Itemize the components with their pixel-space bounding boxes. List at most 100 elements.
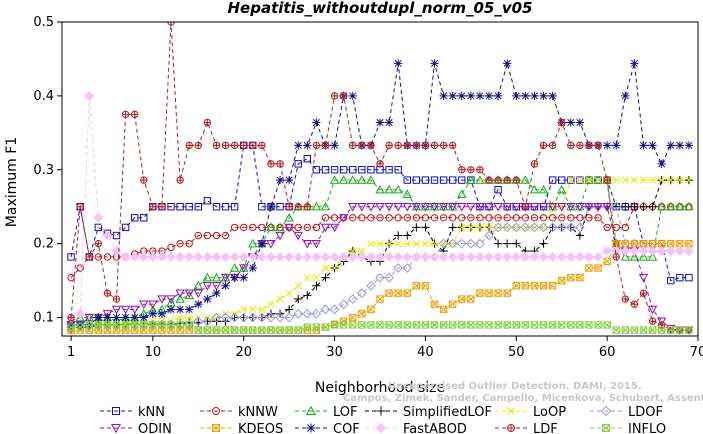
data-point (521, 214, 530, 222)
data-point (140, 176, 148, 184)
data-point (376, 295, 384, 303)
series-cof (66, 59, 694, 330)
data-point (212, 326, 221, 334)
data-point (521, 203, 530, 211)
data-point (539, 214, 548, 222)
y-tick-label: 0.2 (33, 237, 54, 252)
data-point (212, 141, 221, 150)
data-point (94, 239, 103, 248)
data-point (575, 203, 585, 212)
data-point (621, 295, 630, 303)
data-point (194, 326, 202, 334)
data-point (67, 323, 75, 331)
data-point (130, 321, 139, 329)
data-point (557, 184, 567, 194)
series-ldf (67, 22, 693, 334)
legend-label: SimplifiedLOF (403, 405, 492, 420)
data-point (184, 252, 195, 262)
data-point (448, 176, 457, 184)
data-point (448, 141, 457, 150)
legend-item-ldf: LDF (495, 422, 558, 434)
data-point (557, 203, 567, 212)
data-point (385, 240, 393, 248)
data-point (458, 176, 466, 184)
data-point (430, 176, 439, 184)
chart-title: Hepatitis_withoutdupl_norm_05_v05 (228, 0, 533, 17)
data-point (657, 159, 666, 169)
data-point (630, 202, 639, 211)
data-point (393, 203, 403, 212)
data-point (202, 272, 213, 282)
data-point (285, 289, 293, 297)
data-point (674, 246, 685, 256)
data-point (330, 214, 339, 222)
data-point (439, 305, 448, 314)
data-point (312, 274, 320, 282)
legend-item-simplifiedlof: SimplifiedLOF (365, 405, 492, 420)
data-point (457, 91, 466, 101)
x-tick-label: 60 (599, 345, 616, 360)
data-point (421, 321, 430, 329)
data-point (75, 308, 86, 319)
data-point (620, 252, 630, 261)
data-point (458, 321, 466, 329)
data-point (276, 160, 284, 168)
data-point (647, 305, 658, 315)
data-point (276, 203, 284, 211)
data-point (247, 312, 258, 323)
data-point (439, 176, 448, 184)
data-point (375, 118, 385, 127)
data-point (457, 189, 467, 198)
data-point (240, 326, 248, 334)
data-point (467, 295, 475, 303)
data-point (202, 316, 213, 327)
data-point (548, 91, 557, 101)
data-point (130, 305, 140, 315)
data-point (530, 160, 539, 168)
data-point (675, 201, 685, 211)
data-point (558, 176, 566, 184)
data-point (411, 203, 422, 212)
data-point (157, 295, 167, 304)
data-point (339, 321, 348, 329)
data-point (576, 273, 584, 282)
data-point (667, 326, 675, 334)
data-point (129, 252, 140, 262)
data-point (420, 203, 431, 212)
data-point (458, 214, 466, 222)
data-point (158, 203, 166, 211)
legend-item-inflo: INFLO (590, 422, 666, 434)
data-point (293, 252, 304, 262)
data-point (412, 214, 421, 222)
data-point (239, 273, 248, 282)
data-point (185, 141, 193, 150)
data-point (112, 313, 121, 322)
data-point (485, 223, 493, 231)
data-point (612, 202, 621, 211)
data-point (384, 203, 394, 212)
y-tick-label: 0.3 (33, 163, 54, 178)
data-point (438, 238, 449, 249)
data-point (348, 203, 358, 212)
data-point (502, 252, 513, 262)
data-point (503, 214, 511, 222)
data-point (357, 175, 367, 184)
data-point (229, 263, 240, 272)
data-point (448, 321, 457, 329)
data-point (612, 326, 620, 334)
data-point (67, 313, 75, 322)
legend-item-loop: LoOP (495, 405, 566, 420)
data-point (385, 166, 393, 174)
data-point (458, 166, 466, 174)
data-point (538, 184, 549, 194)
data-point (612, 223, 620, 232)
data-point (302, 308, 313, 319)
data-point (538, 203, 549, 212)
data-point (585, 141, 593, 150)
data-point (211, 282, 222, 291)
data-point (111, 305, 122, 315)
data-point (130, 313, 139, 322)
data-point (658, 176, 666, 184)
data-point (67, 253, 75, 261)
data-point (539, 321, 548, 329)
